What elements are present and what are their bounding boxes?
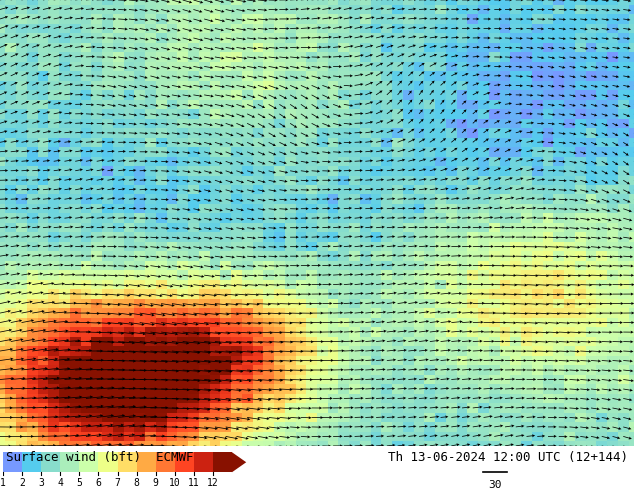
Text: 9: 9 xyxy=(153,478,158,488)
Bar xyxy=(22,452,41,472)
Bar xyxy=(79,452,98,472)
Bar xyxy=(60,452,79,472)
Bar xyxy=(213,452,232,472)
Text: 6: 6 xyxy=(96,478,101,488)
Text: 11: 11 xyxy=(188,478,200,488)
Bar xyxy=(175,452,194,472)
Text: 1: 1 xyxy=(0,478,6,488)
Text: 10: 10 xyxy=(169,478,181,488)
Text: 7: 7 xyxy=(115,478,120,488)
Text: 8: 8 xyxy=(134,478,139,488)
Text: 5: 5 xyxy=(77,478,82,488)
Bar xyxy=(41,452,60,472)
Bar xyxy=(156,452,175,472)
Text: Surface wind (bft)  ECMWF: Surface wind (bft) ECMWF xyxy=(6,451,194,464)
Text: 12: 12 xyxy=(207,478,219,488)
FancyArrow shape xyxy=(232,452,246,472)
Bar xyxy=(136,452,156,472)
Text: 30: 30 xyxy=(488,480,502,490)
Text: 4: 4 xyxy=(58,478,63,488)
Bar xyxy=(117,452,136,472)
Bar xyxy=(98,452,117,472)
Text: 3: 3 xyxy=(39,478,44,488)
Text: 2: 2 xyxy=(19,478,25,488)
Bar xyxy=(3,452,22,472)
Text: Th 13-06-2024 12:00 UTC (12+144): Th 13-06-2024 12:00 UTC (12+144) xyxy=(387,451,628,464)
Bar xyxy=(194,452,213,472)
